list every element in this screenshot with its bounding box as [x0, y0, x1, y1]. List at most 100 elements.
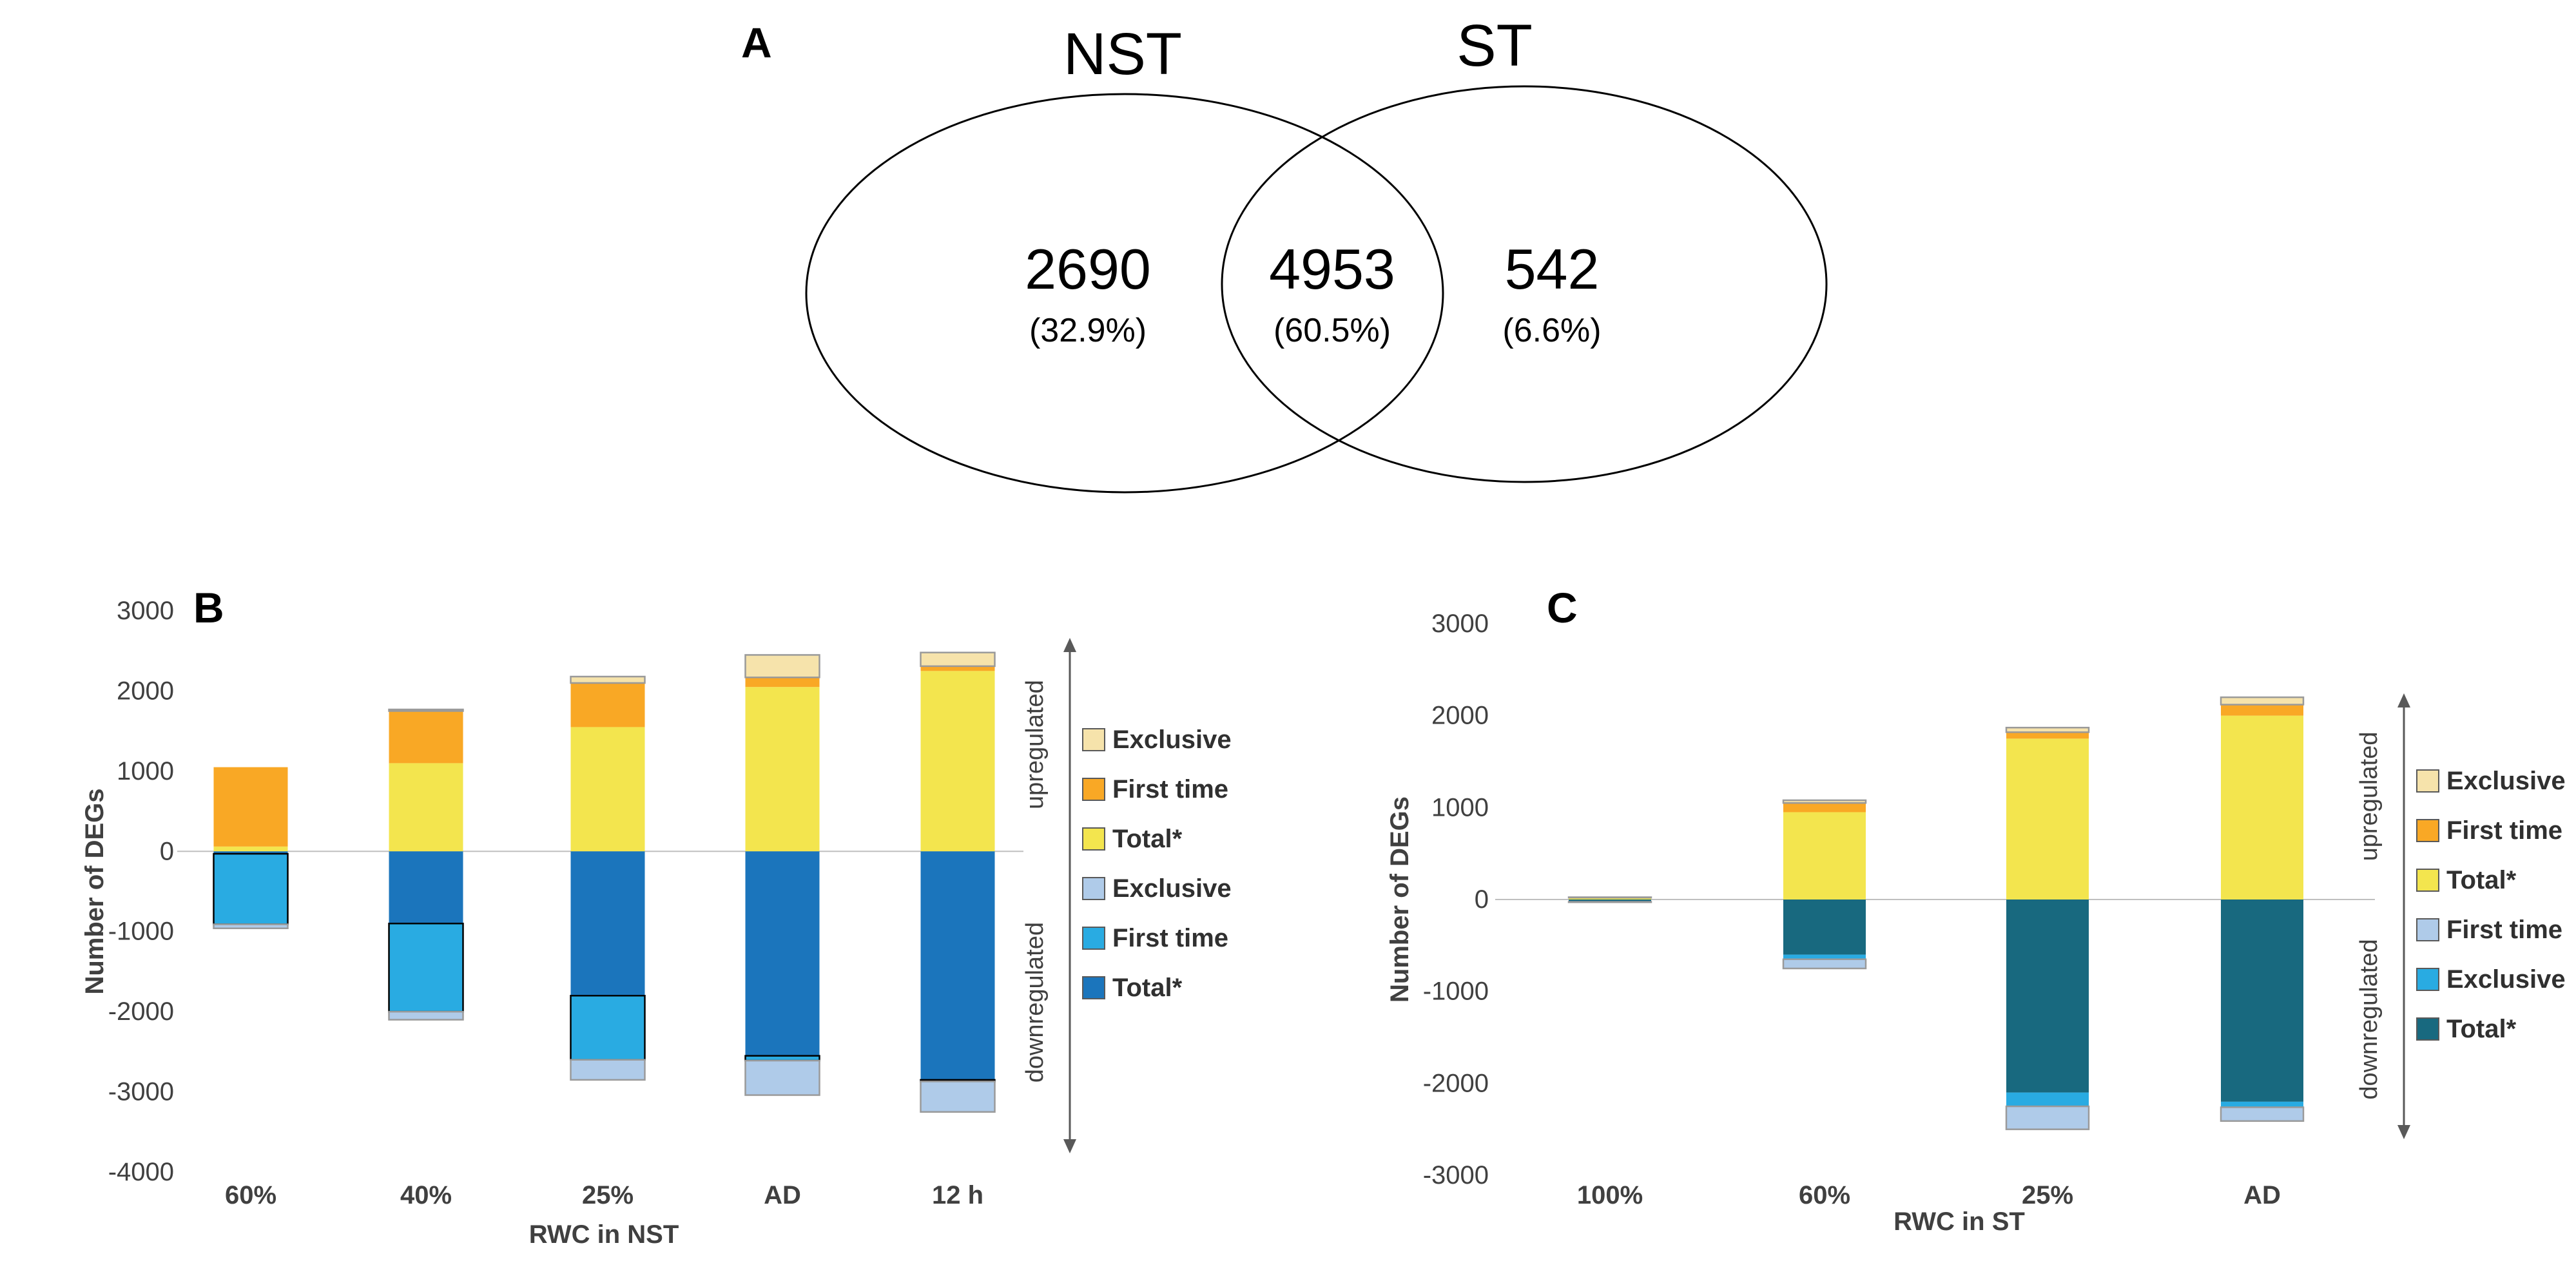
upregulated-label: upregulated	[2356, 732, 2383, 861]
venn-st-title: ST	[1457, 13, 1533, 79]
y-tick-label: -3000	[108, 1078, 174, 1106]
bar-segment-down	[570, 995, 646, 1061]
x-category-label: AD	[764, 1181, 801, 1209]
bar-segment-down	[213, 923, 289, 929]
bar-segment-down	[745, 851, 820, 1056]
x-category-label: AD	[2243, 1181, 2281, 1209]
bar-segment-down	[570, 1059, 646, 1081]
y-tick-label: -1000	[108, 918, 174, 946]
bar-segment-up	[920, 666, 995, 671]
bar-segment-down	[2221, 900, 2303, 1102]
legend-label: First time	[1112, 775, 1228, 803]
bar-segment-down	[2006, 900, 2089, 1093]
y-tick-label: 2000	[117, 677, 174, 705]
bar-segment-down	[2221, 1101, 2303, 1108]
legend-swatch	[1082, 927, 1105, 950]
chart-b-degs-nst: 3000 2000 1000 0 -1000 -2000 -3000 -4000 Number …	[81, 597, 1232, 1249]
bar-segment-up	[1569, 898, 1651, 900]
panel-b-label: B	[193, 584, 224, 631]
legend-swatch	[1082, 976, 1105, 999]
bar-segment-up	[2006, 732, 2089, 739]
y-tick-label: 3000	[1431, 610, 1489, 638]
venn-nst-title: NST	[1063, 21, 1182, 87]
bar-segment-down	[2220, 1106, 2305, 1122]
legend-swatch	[2416, 1017, 2439, 1041]
venn-left-percent: (32.9%)	[1029, 312, 1147, 349]
arrow-head-down-icon	[2397, 1125, 2410, 1139]
arrow-head-down-icon	[1063, 1139, 1076, 1153]
bar-segment-up	[389, 711, 463, 764]
legend-swatch	[2416, 968, 2439, 991]
bar-segment-up	[1567, 896, 1652, 899]
y-tick-label: 0	[160, 837, 174, 865]
panel-a-label: A	[741, 19, 772, 66]
bar-segment-down	[920, 851, 995, 1080]
bar-segment-down	[388, 1010, 464, 1021]
legend-label: Total*	[1112, 974, 1183, 1002]
legend-label: First time	[1112, 924, 1228, 952]
bar-segment-down	[1783, 900, 1866, 955]
legend-swatch	[2416, 819, 2439, 842]
panel-c-label: C	[1547, 584, 1578, 631]
x-category-label: 60%	[1799, 1181, 1850, 1209]
legend-label: Total*	[1112, 825, 1183, 853]
bar-segment-down	[1569, 900, 1651, 901]
bar-segment-down	[920, 1081, 996, 1113]
arrow-head-up-icon	[2397, 693, 2410, 707]
bar-segment-up	[570, 675, 646, 684]
venn-ellipse-nst	[805, 93, 1444, 494]
legend-swatch	[1082, 877, 1105, 900]
bar-segment-up	[920, 651, 996, 668]
legend-label: Total*	[2446, 1015, 2517, 1043]
bar-segment-up	[2221, 715, 2303, 900]
legend-swatch	[1082, 827, 1105, 851]
y-axis-title: Number of DEGs	[1386, 796, 1414, 1003]
y-tick-label: 3000	[117, 597, 174, 625]
legend-swatch	[1082, 728, 1105, 751]
x-axis-title: RWC in NST	[529, 1220, 679, 1249]
upregulated-label: upregulated	[1022, 680, 1049, 809]
y-tick-label: -2000	[1423, 1069, 1489, 1097]
x-axis-title: RWC in ST	[1893, 1207, 2025, 1236]
bar-segment-down	[389, 851, 463, 924]
bar-segment-up	[745, 687, 820, 852]
legend-label: Exclusive	[1112, 726, 1232, 754]
bar-segment-down	[2005, 1105, 2090, 1130]
y-tick-label: 1000	[117, 757, 174, 785]
bar-segment-up	[745, 677, 820, 688]
bar-segment-up	[389, 763, 463, 852]
bar-segment-down	[1782, 958, 1867, 970]
legend-swatch	[2416, 918, 2439, 941]
legend-swatch	[2416, 769, 2439, 793]
downregulated-label: downregulated	[1022, 922, 1049, 1082]
bar-segment-down	[1783, 954, 1866, 959]
venn-overlap-count: 4953	[1269, 237, 1395, 301]
bar-segment-down	[744, 1059, 820, 1096]
bar-segment-up	[213, 767, 288, 847]
bar-segment-up	[2220, 696, 2305, 706]
legend-swatch	[1082, 778, 1105, 801]
legend-label: Exclusive	[2446, 767, 2566, 795]
y-tick-label: 2000	[1431, 702, 1489, 730]
legend-label: First time	[2446, 816, 2562, 845]
venn-ellipse-st	[1221, 85, 1828, 483]
y-tick-label: 1000	[1431, 793, 1489, 822]
legend-label: First time	[2446, 916, 2562, 944]
bar-segment-up	[213, 846, 288, 852]
x-category-label: 12 h	[932, 1181, 983, 1209]
bar-segment-up	[744, 654, 820, 678]
arrow-head-up-icon	[1063, 638, 1076, 652]
legend-label: Total*	[2446, 866, 2517, 894]
bar-segment-up	[570, 727, 645, 852]
bar-segment-up	[1783, 803, 1866, 813]
bar-segment-up	[1782, 799, 1867, 804]
bar-segment-down	[2006, 1092, 2089, 1106]
bar-segment-up	[1783, 812, 1866, 900]
x-category-label: 25%	[582, 1181, 634, 1209]
legend-label: Exclusive	[1112, 874, 1232, 903]
chart-c-degs-st: 3000 2000 1000 0 -1000 -2000 -3000 Number of DE…	[1386, 610, 2566, 1236]
venn-left-count: 2690	[1025, 237, 1151, 301]
x-category-label: 100%	[1577, 1181, 1643, 1209]
bar-segment-down	[213, 852, 289, 925]
